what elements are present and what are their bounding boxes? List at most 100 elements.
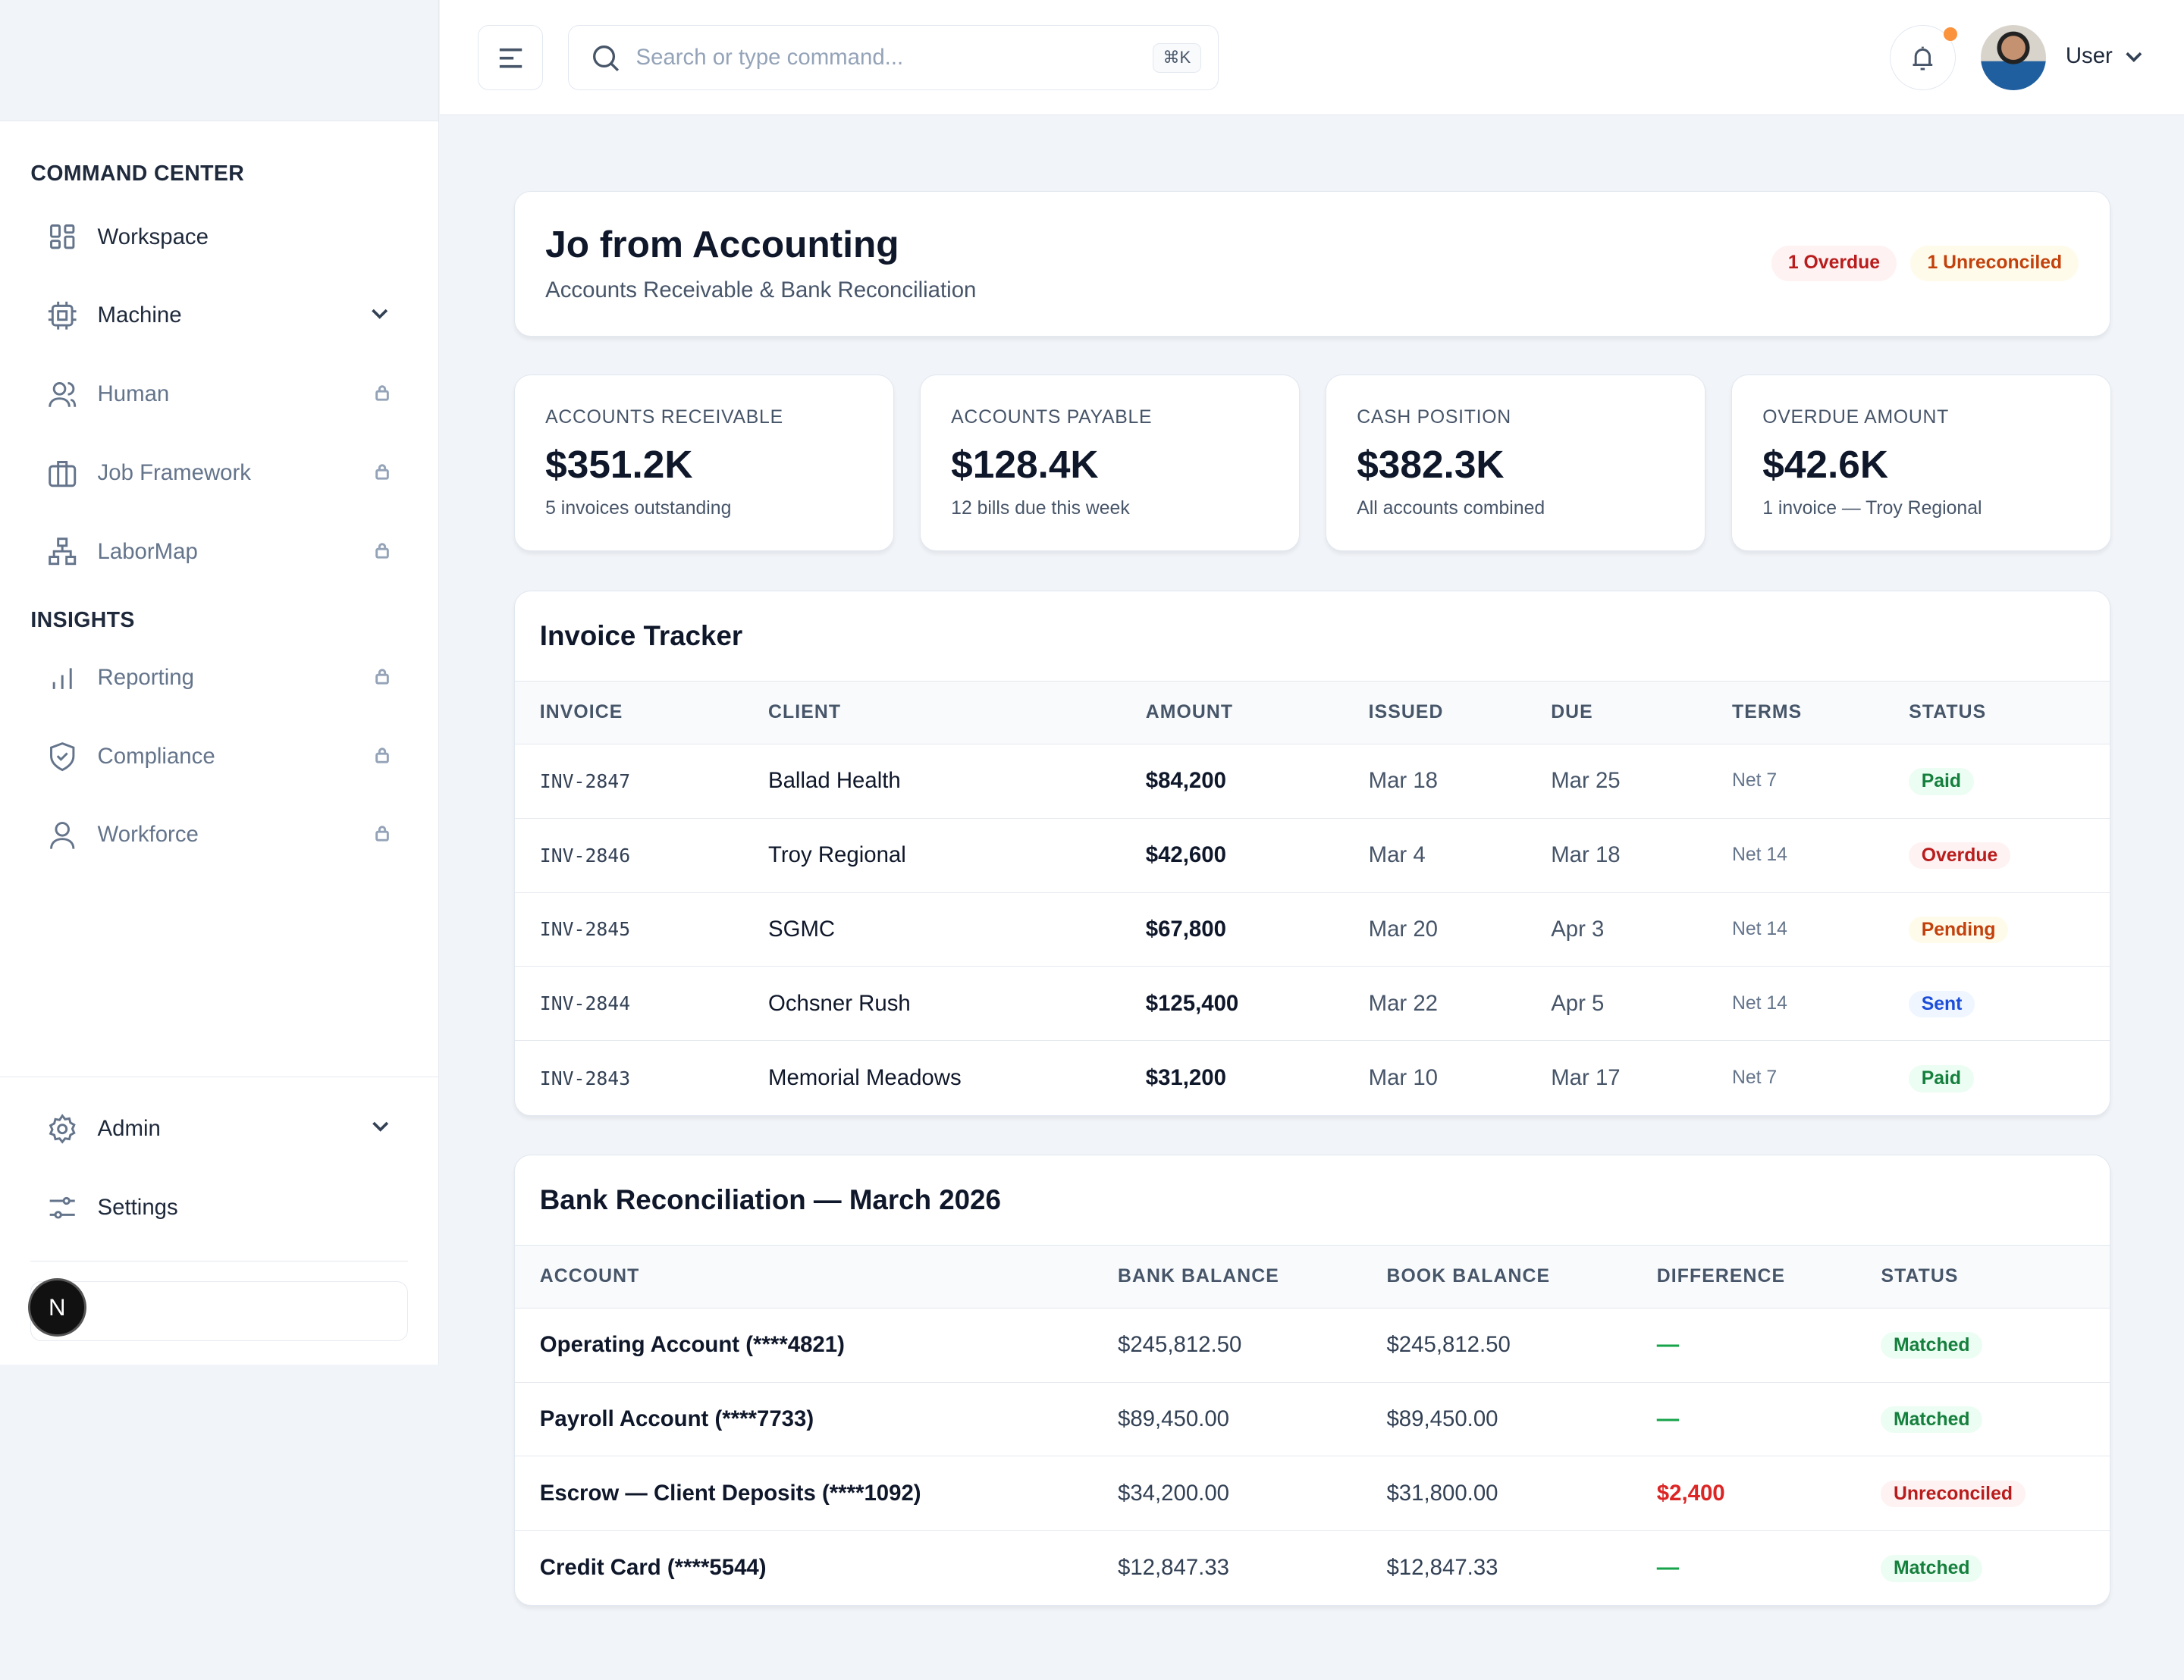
user-avatar[interactable] xyxy=(1980,25,2047,91)
table-header: ACCOUNT BANK BALANCE BOOK BALANCE DIFFERENC… xyxy=(514,1245,2110,1309)
table-row[interactable]: INV-2843 Memorial Meadows $31,200 Mar 10 Mar… xyxy=(515,1041,2110,1115)
amount: $67,800 xyxy=(1145,916,1226,942)
column-header-amount: AMOUNT xyxy=(1145,701,1234,722)
stat-label: ACCOUNTS RECEIVABLE xyxy=(545,407,783,428)
lock-icon xyxy=(374,381,391,407)
due-date: Mar 17 xyxy=(1551,1065,1621,1091)
sidebar-item-label: Admin xyxy=(97,1116,161,1142)
section-insights: INSIGHTS xyxy=(30,607,135,632)
menu-toggle-button[interactable] xyxy=(477,25,544,91)
sidebar-item-workforce[interactable]: Workforce xyxy=(0,795,438,874)
lock-icon xyxy=(374,665,391,691)
difference: — xyxy=(1656,1555,1680,1581)
status-badge: Matched xyxy=(1881,1555,1983,1582)
stat-card: ACCOUNTS RECEIVABLE $351.2K 5 invoices out… xyxy=(513,375,895,552)
app-avatar[interactable]: N xyxy=(27,1278,86,1337)
lock-icon xyxy=(374,744,391,769)
sidebar-item-machine[interactable]: Machine xyxy=(0,276,438,355)
invoice-id: INV-2847 xyxy=(539,769,631,792)
book-balance: $31,800.00 xyxy=(1386,1480,1498,1506)
account-name: Payroll Account (****7733) xyxy=(539,1406,814,1431)
account-name: Escrow — Client Deposits (****1092) xyxy=(539,1480,921,1506)
status-badge: Unreconciled xyxy=(1881,1480,2026,1508)
sidebar-item-settings[interactable]: Settings xyxy=(0,1168,439,1247)
difference: — xyxy=(1656,1406,1680,1431)
invoice-tracker: Invoice Tracker INVOICE CLIENT AMOUNT ISSUE… xyxy=(513,590,2110,1117)
user-panel[interactable] xyxy=(30,1280,409,1341)
status-badge: Matched xyxy=(1881,1406,1983,1434)
chevron-down-icon xyxy=(2125,52,2142,63)
hierarchy-icon xyxy=(47,536,77,566)
client: Troy Regional xyxy=(768,842,906,868)
search-icon xyxy=(592,45,619,71)
issued-date: Mar 4 xyxy=(1368,842,1426,868)
stat-card: ACCOUNTS PAYABLE $128.4K 12 bills due this… xyxy=(919,375,1301,552)
bank-balance: $34,200.00 xyxy=(1118,1480,1230,1506)
user-menu[interactable]: User xyxy=(2066,43,2143,69)
sidebar-item-human[interactable]: Human xyxy=(0,355,438,434)
stat-label: ACCOUNTS PAYABLE xyxy=(951,407,1153,428)
bank-balance: $12,847.33 xyxy=(1118,1555,1230,1581)
terms: Net 7 xyxy=(1731,770,1778,791)
terms: Net 14 xyxy=(1731,918,1787,939)
notification-dot xyxy=(1944,27,1958,42)
chevron-down-icon[interactable] xyxy=(369,1114,391,1142)
page-subtitle: Accounts Receivable & Bank Reconciliatio… xyxy=(545,277,977,302)
logo-area xyxy=(0,0,438,121)
column-header-client: CLIENT xyxy=(768,701,842,722)
lock-icon xyxy=(374,822,391,848)
sidebar-item-labormap[interactable]: LaborMap xyxy=(0,512,438,591)
sidebar-item-admin[interactable]: Admin xyxy=(0,1089,439,1168)
table-row[interactable]: Escrow — Client Deposits (****1092) $34,2… xyxy=(514,1456,2110,1531)
column-header-book-balance: BOOK BALANCE xyxy=(1386,1265,1551,1287)
sidebar-item-compliance[interactable]: Compliance xyxy=(0,717,438,796)
table-row[interactable]: Operating Account (****4821) $245,812.50 $… xyxy=(514,1309,2110,1383)
sidebar-item-label: Settings xyxy=(97,1194,178,1220)
book-balance: $245,812.50 xyxy=(1386,1332,1511,1358)
sidebar-item-reporting[interactable]: Reporting xyxy=(0,638,438,717)
stat-card: CASH POSITION $382.3K All accounts combine… xyxy=(1325,375,1706,552)
status-badge: Sent xyxy=(1909,990,1975,1018)
stat-description: 5 invoices outstanding xyxy=(545,497,732,519)
stat-label: OVERDUE AMOUNT xyxy=(1762,407,1949,428)
due-date: Apr 5 xyxy=(1551,990,1605,1016)
briefcase-icon xyxy=(47,458,77,488)
terms: Net 14 xyxy=(1731,845,1787,866)
grid-icon xyxy=(47,221,77,252)
status-badge: Paid xyxy=(1909,1065,1974,1092)
due-date: Mar 18 xyxy=(1551,842,1621,868)
book-balance: $89,450.00 xyxy=(1386,1406,1498,1431)
status-badge: Paid xyxy=(1909,768,1974,795)
stat-value: $351.2K xyxy=(545,441,693,486)
table-row[interactable]: Payroll Account (****7733) $89,450.00 $89,… xyxy=(514,1383,2110,1457)
account-name: Credit Card (****5544) xyxy=(539,1555,767,1581)
stat-card: OVERDUE AMOUNT $42.6K 1 invoice — Troy Reg… xyxy=(1731,375,2112,552)
issued-date: Mar 10 xyxy=(1368,1065,1439,1091)
users-icon xyxy=(47,379,77,409)
table-header: INVOICE CLIENT AMOUNT ISSUED DUE TERMS STATUS xyxy=(514,682,2110,744)
table-row[interactable]: INV-2847 Ballad Health $84,200 Mar 18 Mar 25… xyxy=(514,744,2110,819)
terms: Net 7 xyxy=(1731,1067,1778,1089)
notifications-button[interactable] xyxy=(1890,25,1958,91)
sidebar-item-label: Machine xyxy=(97,302,182,328)
table-row[interactable]: INV-2846 Troy Regional $42,600 Mar 4 Mar 18 N… xyxy=(514,819,2110,893)
sidebar-item-label: LaborMap xyxy=(97,538,198,564)
column-header-difference: DIFFERENCE xyxy=(1656,1265,1786,1287)
column-header-bank-balance: BANK BALANCE xyxy=(1118,1265,1279,1287)
stat-label: CASH POSITION xyxy=(1357,407,1511,428)
difference: $2,400 xyxy=(1656,1480,1725,1506)
sidebar-item-label: Job Framework xyxy=(97,459,251,485)
invoice-id: INV-2846 xyxy=(539,844,631,867)
table-row[interactable]: Credit Card (****5544) $12,847.33 $12,847.… xyxy=(515,1531,2110,1605)
table-row[interactable]: INV-2844 Ochsner Rush $125,400 Mar 22 Apr 5 N… xyxy=(514,967,2110,1042)
bank-reconciliation: Bank Reconciliation — March 2026 ACCOUNT… xyxy=(513,1154,2110,1606)
sidebar-item-label: Reporting xyxy=(97,664,194,690)
column-header-due: DUE xyxy=(1551,701,1593,722)
table-row[interactable]: INV-2845 SGMC $67,800 Mar 20 Apr 3 Net 14 Pend… xyxy=(514,893,2110,967)
search-input[interactable]: Search or type command... ⌘K xyxy=(568,25,1219,91)
difference: — xyxy=(1656,1332,1680,1358)
chevron-down-icon[interactable] xyxy=(369,302,391,330)
bank-balance: $245,812.50 xyxy=(1118,1332,1242,1358)
sidebar-item-workspace[interactable]: Workspace xyxy=(0,198,438,277)
sidebar-item-job-framework[interactable]: Job Framework xyxy=(0,434,438,512)
